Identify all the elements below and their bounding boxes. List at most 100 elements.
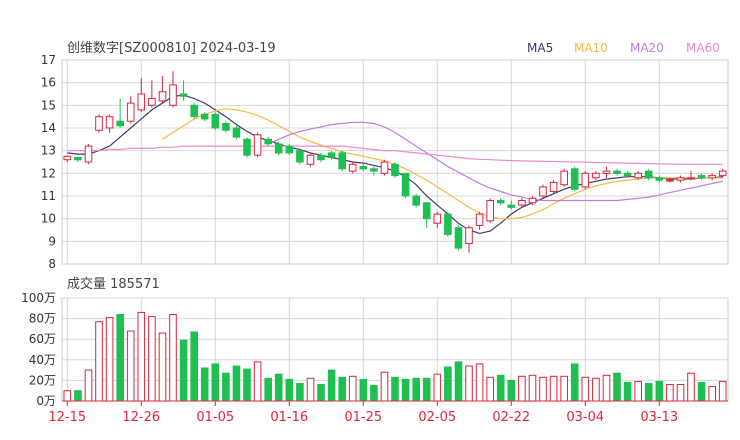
date-axis: 12-15 12-26 01-05 01-16 01-25 02-05 02-22 03-04… (48, 400, 728, 425)
candle-body (116, 120, 125, 127)
price-tick-label: 8 (48, 257, 56, 271)
volume-bar (211, 363, 220, 402)
candle-body (486, 200, 494, 222)
volume-bar (486, 376, 494, 402)
volume-bar (422, 377, 431, 402)
volume-bar (528, 374, 537, 402)
volume-bar (560, 375, 569, 402)
volume-bar (380, 371, 389, 402)
volume-tick-label: 20万 (29, 373, 56, 387)
candle-body (433, 213, 442, 224)
volume-bar (676, 384, 685, 402)
volume-bar (454, 361, 463, 402)
volume-tick-label: 100万 (21, 291, 56, 305)
candle-body (528, 197, 537, 204)
candle-body (370, 168, 378, 172)
price-tick-label: 17 (41, 53, 56, 67)
candle-body (63, 155, 72, 161)
candle-body (190, 104, 198, 118)
volume-bar (613, 372, 621, 402)
price-tick-label: 9 (48, 234, 56, 248)
candle-body (718, 170, 727, 177)
volume-title: 成交量 185571 (67, 276, 160, 292)
date-tick-label: 02-05 (418, 410, 456, 425)
volume-bar (359, 378, 368, 402)
candle-body (454, 227, 463, 249)
candle-body (317, 154, 325, 161)
date-tick-label: 02-22 (492, 410, 530, 425)
volume-bar (444, 366, 452, 402)
volume-tick-label: 40万 (29, 353, 56, 367)
date-tick-label: 01-16 (270, 410, 308, 425)
candle-body (137, 93, 146, 111)
candle-body (169, 84, 177, 106)
volume-axis-labels: 100万 80万 60万 40万 20万 0万 (21, 291, 56, 408)
volume-bar (401, 378, 410, 402)
date-tick-label: 03-04 (566, 410, 604, 425)
candle-body (507, 204, 516, 208)
volume-bar (539, 376, 547, 402)
candle-body (475, 213, 484, 226)
volume-bar (116, 314, 125, 402)
candle-body (126, 102, 135, 122)
candle-body (285, 145, 294, 154)
legend-ma20: MA20 (630, 41, 664, 55)
volume-bar (370, 385, 378, 402)
volume-bar (433, 373, 442, 402)
candle-body (348, 163, 357, 172)
volume-bar (327, 369, 336, 402)
candle-body (84, 145, 93, 163)
candle-body (666, 179, 674, 182)
volume-bar (158, 332, 167, 402)
candle-body (634, 172, 643, 179)
candle-body (380, 161, 389, 174)
candle-body (518, 200, 526, 206)
candle-body (274, 143, 283, 154)
volume-bar (391, 376, 399, 402)
volume-bar (496, 374, 505, 402)
volume-bar (95, 321, 103, 402)
candle-body (422, 202, 431, 220)
volume-tick-label: 60万 (29, 332, 56, 346)
ma-line-ma10 (162, 108, 723, 220)
candle-body (496, 200, 505, 204)
candle-body (359, 166, 368, 170)
candle-body (327, 152, 336, 158)
volume-bar (549, 375, 558, 402)
candle-body (644, 170, 653, 179)
date-tick-label: 03-13 (640, 410, 678, 425)
volume-bar (718, 380, 727, 402)
volume-bar (296, 383, 304, 402)
date-tick-label: 01-25 (344, 410, 382, 425)
volume-bar (592, 377, 600, 402)
ma-line-ma20 (267, 121, 723, 202)
volume-bar (285, 378, 294, 402)
volume-bar (623, 382, 632, 402)
price-tick-label: 12 (41, 166, 56, 180)
price-panel-border (61, 59, 729, 265)
legend-ma10: MA10 (574, 41, 608, 55)
candle-body (412, 195, 420, 206)
volume-bar (74, 390, 82, 402)
candle-body (623, 172, 632, 177)
candle-body (697, 175, 706, 179)
volume-bar (126, 330, 135, 402)
candle-body (158, 91, 167, 102)
volume-bar (253, 361, 262, 402)
candle-body (549, 181, 558, 192)
volume-bar (222, 372, 230, 402)
candle-body (222, 123, 230, 131)
candle-body (444, 213, 452, 236)
price-tick-label: 13 (41, 144, 56, 158)
volume-bar (190, 331, 198, 402)
candle-body (401, 172, 410, 197)
price-tick-label: 15 (41, 98, 56, 112)
volume-bar (581, 376, 590, 402)
price-tick-label: 14 (41, 121, 56, 135)
volume-bar (348, 375, 357, 402)
candle-body (570, 168, 579, 190)
volume-bar (232, 365, 241, 402)
volume-bar (105, 317, 114, 402)
candle-body (105, 116, 114, 129)
